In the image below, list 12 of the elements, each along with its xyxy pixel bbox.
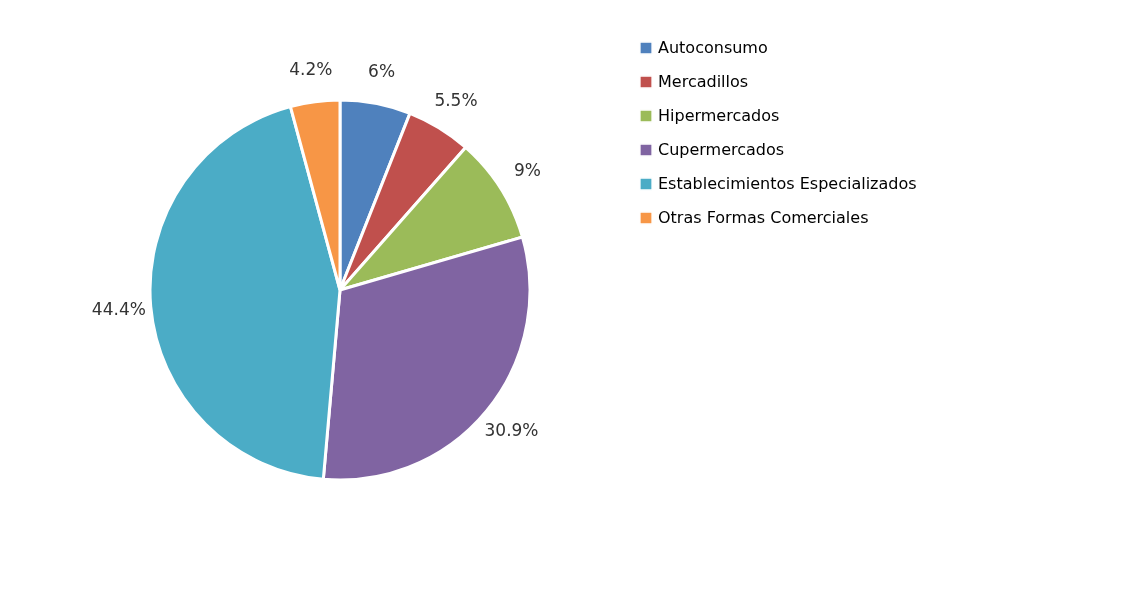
data-label: 9% (513, 160, 541, 181)
data-label: 44.4% (91, 298, 146, 319)
legend-label: Hipermercados (658, 106, 780, 125)
data-label: 5.5% (434, 89, 478, 110)
data-label: 4.2% (289, 58, 333, 79)
legend-label: Establecimientos Especializados (658, 174, 917, 193)
legend-label: Mercadillos (658, 72, 749, 91)
data-label: 6% (368, 60, 396, 81)
legend-label: Otras Formas Comerciales (658, 208, 869, 227)
legend-label: Autoconsumo (658, 38, 768, 57)
legend-label: Cupermercados (658, 140, 785, 159)
data-label: 30.9% (484, 419, 539, 440)
